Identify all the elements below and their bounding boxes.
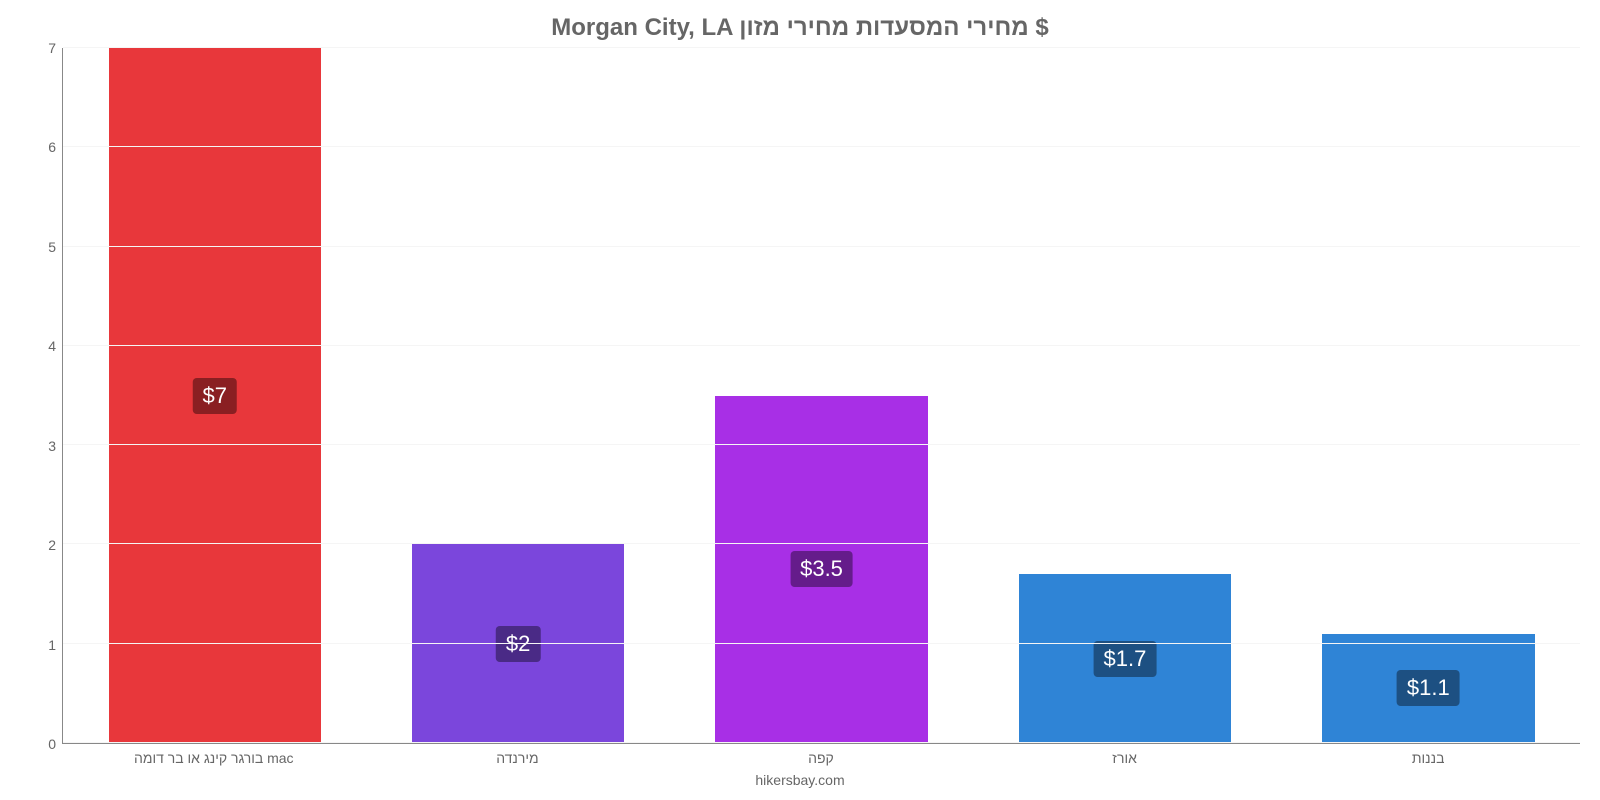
gridline [63, 146, 1580, 147]
gridline [63, 246, 1580, 247]
bar-value-badge: $2 [496, 626, 540, 662]
x-tick-label: בננות [1276, 750, 1580, 766]
y-tick-label: 5 [48, 239, 56, 255]
bar-slot: $1.1 [1277, 48, 1580, 743]
y-tick-label: 4 [48, 338, 56, 354]
bar: $2 [412, 544, 624, 743]
gridline [63, 444, 1580, 445]
bar: $7 [109, 48, 321, 743]
gridline [63, 543, 1580, 544]
bar-slot: $3.5 [670, 48, 973, 743]
y-tick-label: 1 [48, 637, 56, 653]
gridline [63, 47, 1580, 48]
x-tick-label: קפה [669, 750, 973, 766]
plot-area: 01234567 $7$2$3.5$1.7$1.1 [20, 48, 1580, 744]
y-tick-label: 6 [48, 139, 56, 155]
gridline [63, 345, 1580, 346]
y-axis: 01234567 [20, 48, 62, 744]
price-bar-chart: Morgan City, LA מחירי המסעדות מחירי מזון… [0, 0, 1600, 800]
y-tick-label: 0 [48, 736, 56, 752]
plot-canvas: $7 $2 $3.5 $1.7 $1.1 [62, 48, 1580, 744]
gridline [63, 742, 1580, 743]
bar-slot: $2 [366, 48, 669, 743]
chart-subtitle: hikersbay.com [755, 772, 844, 788]
gridline [63, 643, 1580, 644]
bar-slot: $7 [63, 48, 366, 743]
x-tick-label: אורז [973, 750, 1277, 766]
bar-value-badge: $1.7 [1094, 641, 1157, 677]
bar-value-badge: $3.5 [790, 551, 853, 587]
bar: $1.7 [1019, 574, 1231, 743]
bar: $1.1 [1322, 634, 1534, 743]
bar-value-badge: $7 [192, 378, 236, 414]
bar-slot: $1.7 [973, 48, 1276, 743]
x-axis-labels: בורגר קינג או בר דומה macמירנדהקפהאורזבנ… [62, 750, 1580, 766]
x-tick-label: מירנדה [366, 750, 670, 766]
x-tick-label: בורגר קינג או בר דומה mac [62, 750, 366, 766]
bar-value-badge: $1.1 [1397, 670, 1460, 706]
bars-container: $7 $2 $3.5 $1.7 $1.1 [63, 48, 1580, 743]
bar: $3.5 [715, 396, 927, 744]
x-axis: בורגר קינג או בר דומה macמירנדהקפהאורזבנ… [20, 750, 1580, 766]
y-tick-label: 7 [48, 40, 56, 56]
y-tick-label: 2 [48, 537, 56, 553]
chart-title: Morgan City, LA מחירי המסעדות מחירי מזון… [551, 14, 1048, 42]
y-tick-label: 3 [48, 438, 56, 454]
